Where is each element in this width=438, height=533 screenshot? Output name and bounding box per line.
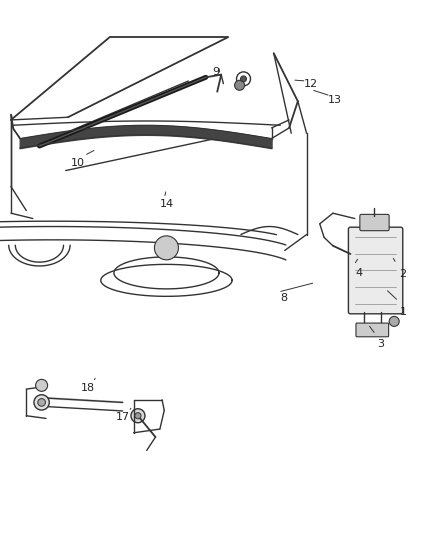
Circle shape: [38, 399, 46, 406]
Circle shape: [34, 395, 49, 410]
Text: 18: 18: [81, 383, 95, 393]
Text: 10: 10: [71, 158, 85, 167]
Text: 12: 12: [304, 79, 318, 88]
Circle shape: [240, 76, 247, 82]
FancyBboxPatch shape: [360, 214, 389, 231]
FancyBboxPatch shape: [356, 323, 389, 337]
Text: 14: 14: [159, 199, 173, 208]
Circle shape: [237, 72, 251, 86]
FancyBboxPatch shape: [348, 227, 403, 314]
Circle shape: [389, 317, 399, 326]
Text: 4: 4: [356, 268, 363, 278]
Text: 13: 13: [328, 95, 342, 105]
Text: 8: 8: [280, 294, 287, 303]
Text: 3: 3: [378, 339, 385, 349]
Circle shape: [35, 379, 48, 391]
Text: 9: 9: [212, 67, 219, 77]
Circle shape: [131, 409, 145, 423]
Circle shape: [155, 236, 178, 260]
Circle shape: [135, 413, 141, 419]
Text: 2: 2: [399, 270, 406, 279]
Text: 1: 1: [399, 307, 406, 317]
Text: 17: 17: [116, 412, 130, 422]
Circle shape: [235, 80, 244, 90]
